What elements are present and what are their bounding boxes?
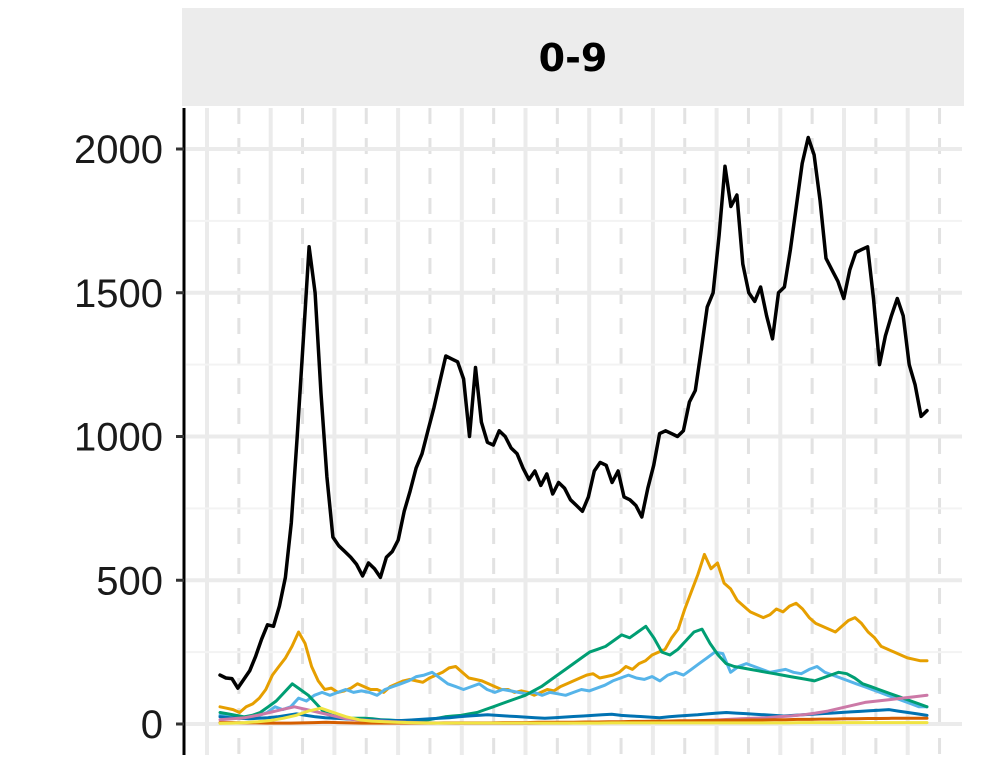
grid — [186, 108, 962, 755]
y-tick-label: 0 — [141, 703, 163, 747]
series-line — [218, 624, 929, 723]
series-line — [218, 706, 929, 725]
series-line — [218, 650, 929, 720]
data-lines — [218, 135, 929, 725]
y-axis: 0 500 1000 1500 2000 — [74, 128, 184, 747]
y-tick-label: 2000 — [74, 128, 163, 172]
y-tick-label: 500 — [96, 559, 163, 603]
series-line — [218, 552, 929, 714]
facet-strip-label: 0-9 — [539, 36, 608, 80]
y-tick-label: 1000 — [74, 416, 163, 460]
facet-strip — [182, 8, 964, 106]
y-tick-label: 1500 — [74, 272, 163, 316]
series-line — [218, 135, 929, 690]
